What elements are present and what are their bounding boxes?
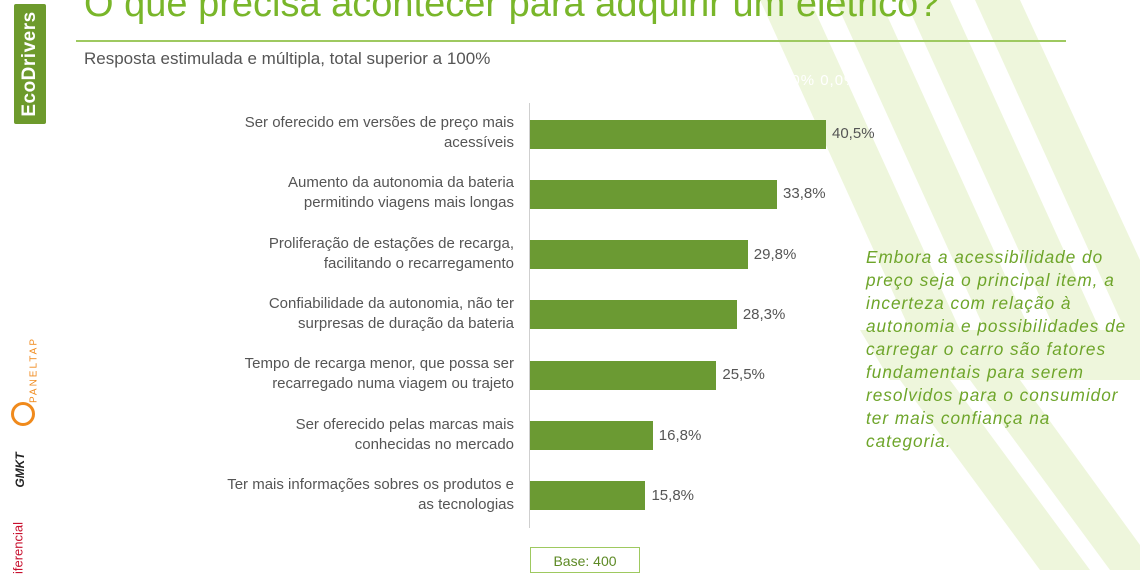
category-label-1: Ser oferecido em versões de preço mais ac… bbox=[154, 113, 514, 153]
category-label-4: Confiabilidade da autonomia, não ter surp… bbox=[154, 294, 514, 334]
category-label-line: permitindo viagens mais longas bbox=[303, 194, 514, 212]
bar-2 bbox=[530, 179, 778, 209]
category-label-7: Ter mais informações sobres os produtos … bbox=[154, 475, 514, 515]
paneltap-logo: PANELTAP bbox=[10, 337, 40, 430]
category-label-line: Ser oferecido pelas marcas mais bbox=[295, 415, 514, 433]
category-label-line: Confiabilidade da autonomia, não ter bbox=[268, 294, 514, 312]
category-label-line: facilitando o recarregamento bbox=[323, 254, 514, 272]
category-label-3: Proliferação de estações de recarga, faci… bbox=[154, 234, 514, 274]
category-label-line: conhecidas no mercado bbox=[354, 435, 514, 453]
category-label-line: Aumento da autonomia da bateria bbox=[288, 174, 514, 192]
category-label-2: Aumento da autonomia da bateria permitind… bbox=[154, 173, 514, 213]
ecodrivers-logo: EcoDrivers bbox=[14, 4, 46, 124]
category-label-line: surpresas de duração da bateria bbox=[298, 314, 514, 332]
bar-5 bbox=[530, 360, 717, 390]
value-label-1: 40,5% bbox=[832, 125, 875, 142]
base-label: Base: 400 bbox=[530, 547, 640, 573]
category-label-6: Ser oferecido pelas marcas mais conhecida… bbox=[154, 415, 514, 455]
insight-text: Embora a acessibilidade do preço seja o … bbox=[866, 247, 1127, 451]
chart-axis-line bbox=[529, 103, 530, 528]
category-label-line: Ser oferecido em versões de preço mais bbox=[244, 114, 514, 131]
category-label-5: Tempo de recarga menor, que possa ser rec… bbox=[154, 354, 514, 394]
bar-1 bbox=[530, 119, 826, 149]
value-label-3: 29,8% bbox=[753, 245, 797, 263]
paneltap-icon bbox=[11, 402, 35, 426]
ghost-text: 0% 0,0% 0,0% bbox=[748, 72, 859, 89]
bar-6 bbox=[530, 421, 653, 450]
category-label-line: Tempo de recarga menor, que possa ser bbox=[244, 355, 514, 373]
value-label-5: 25,5% bbox=[722, 366, 765, 384]
chart-subtitle: Resposta estimulada e múltipla, total su… bbox=[84, 49, 491, 68]
value-label-2: 33,8% bbox=[783, 185, 826, 203]
value-label-4: 28,3% bbox=[742, 305, 786, 323]
category-label-line: Ter mais informações sobres os produtos … bbox=[227, 475, 514, 493]
title-divider bbox=[76, 40, 1066, 42]
category-label-line: recarregado numa viagem ou trajeto bbox=[272, 375, 514, 393]
category-label-line: Proliferação de estações de recarga, bbox=[268, 234, 514, 252]
category-label-line: acessíveis bbox=[443, 134, 514, 151]
bar-3 bbox=[530, 240, 748, 270]
bar-7 bbox=[530, 481, 646, 511]
value-label-7: 15,8% bbox=[651, 486, 695, 504]
logo-strip: EcoDrivers PANELTAP GMKT iferencial bbox=[0, 0, 48, 574]
value-label-6: 16,8% bbox=[658, 426, 702, 444]
page-title: O que precisa acontecer para adquirir um… bbox=[84, 0, 940, 25]
bar-4 bbox=[530, 300, 737, 330]
category-label-line: as tecnologias bbox=[418, 495, 514, 513]
